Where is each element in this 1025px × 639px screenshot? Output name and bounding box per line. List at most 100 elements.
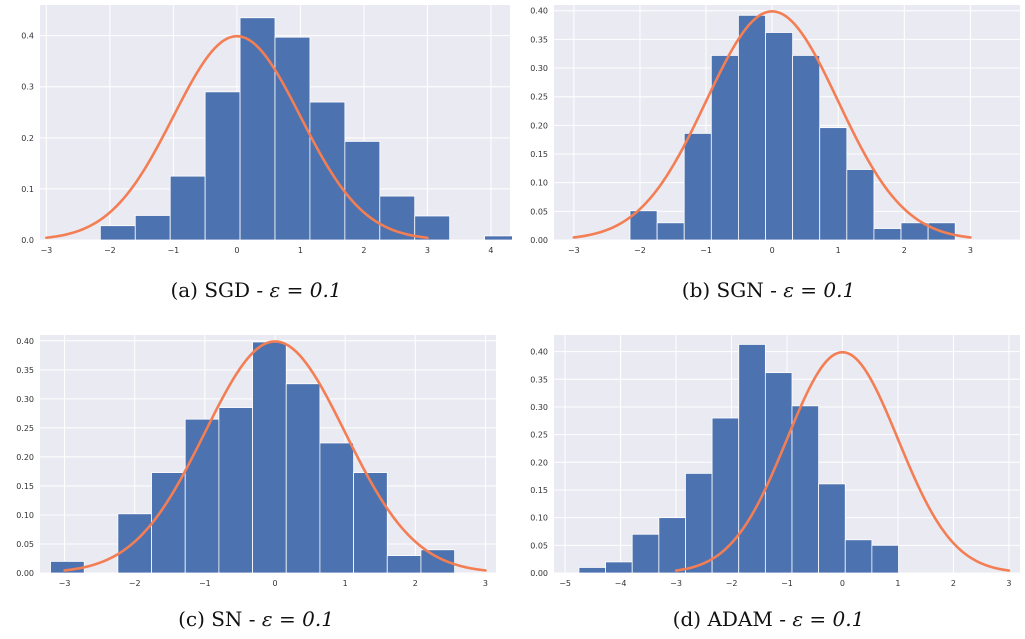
- y-tick-label: 0.00: [530, 569, 548, 578]
- y-tick-label: 0.05: [530, 541, 548, 550]
- chart-d: −5 −4 −3 −2 −1 0 1 2 3 0.00 0.05 0.10 0.15 0.20 0.25 0.…: [530, 335, 1020, 588]
- y-tick-label: 0.25: [530, 431, 548, 440]
- caption-a-math: ε = 0.1: [269, 278, 342, 302]
- chart-a: −3 −2 −1 0 1 2 3 4 0.0 0.1 0.2 0.3 0.4: [21, 5, 512, 255]
- x-tick-label: 1: [836, 246, 841, 255]
- y-tick-label: 0.40: [16, 337, 34, 346]
- histogram-bar: [239, 17, 276, 241]
- x-tick-label: −1: [700, 246, 712, 255]
- y-tick-label: 0.4: [21, 32, 34, 41]
- x-tick-label: −2: [726, 579, 738, 588]
- x-tick-label: 0: [840, 579, 845, 588]
- histogram-bar: [484, 235, 512, 241]
- caption-c-math: ε = 0.1: [261, 607, 334, 631]
- histogram-bar: [764, 372, 793, 574]
- panel-a: −3 −2 −1 0 1 2 3 4 0.0 0.1 0.2 0.3 0.4 (a) SGD - ε =…: [0, 0, 512, 310]
- histogram-bar: [99, 225, 136, 241]
- x-tick-label: 1: [895, 579, 900, 588]
- normal-pdf-curve: [572, 10, 972, 239]
- histogram-bar: [151, 472, 186, 574]
- y-tick-label: 0.15: [16, 482, 34, 491]
- histogram-bar: [169, 175, 206, 241]
- histogram-bar: [285, 383, 321, 574]
- y-tick-label: 0.20: [16, 453, 34, 462]
- caption-c: (c) SN - ε = 0.1: [0, 607, 512, 631]
- y-tick-label: 0.40: [530, 348, 548, 357]
- x-tick-label: −3: [670, 579, 682, 588]
- y-tick-label: 0.35: [530, 375, 548, 384]
- x-tick-label: 1: [298, 246, 303, 255]
- y-tick-label: 0.15: [530, 150, 548, 159]
- histogram-bar: [846, 169, 875, 241]
- y-tick-label: 0.20: [530, 458, 548, 467]
- histogram-bar: [379, 195, 416, 241]
- x-tick-label: 3: [425, 246, 430, 255]
- histogram-bar: [710, 55, 739, 241]
- panel-c: −3 −2 −1 0 1 2 3 0.00 0.05 0.10 0.15 0.20 0.25 0.30 0.…: [0, 330, 512, 639]
- histogram-bar: [658, 517, 686, 574]
- x-tick-label: −2: [634, 246, 646, 255]
- chart-c: −3 −2 −1 0 1 2 3 0.00 0.05 0.10 0.15 0.20 0.25 0.30 0.…: [16, 335, 496, 588]
- caption-d: (d) ADAM - ε = 0.1: [512, 607, 1025, 631]
- histogram-bar: [605, 561, 633, 574]
- y-tick-label: 0.00: [16, 569, 34, 578]
- histogram-bar: [344, 141, 381, 241]
- y-tick-label: 0.10: [530, 179, 548, 188]
- y-tick-label: 0.40: [530, 7, 548, 16]
- histogram-bar: [792, 55, 821, 241]
- x-tick-label: −1: [199, 579, 211, 588]
- x-tick-label: 4: [488, 246, 493, 255]
- normal-pdf-curve: [63, 340, 487, 572]
- histogram-bar: [791, 405, 820, 574]
- y-tick-label: 0.20: [530, 121, 548, 130]
- x-tick-label: 3: [968, 246, 973, 255]
- histogram-bar: [873, 228, 902, 241]
- panel-b: −3 −2 −1 0 1 2 3 0.00 0.05 0.10 0.15 0.20 0.25 0.30 0.…: [512, 0, 1025, 310]
- panel-d: −5 −4 −3 −2 −1 0 1 2 3 0.00 0.05 0.10 0.15 0.20 0.25 0.…: [512, 330, 1025, 639]
- normal-pdf-curve: [45, 34, 429, 240]
- histogram-bar: [818, 483, 846, 574]
- x-tick-label: 2: [361, 246, 366, 255]
- histogram-bar: [711, 417, 740, 574]
- histogram-bar: [319, 442, 354, 574]
- histogram-bar: [386, 555, 422, 574]
- y-tick-label: 0.0: [21, 236, 34, 245]
- x-tick-label: 2: [951, 579, 956, 588]
- histogram-bar: [184, 418, 220, 574]
- histogram-bar: [134, 215, 171, 241]
- y-tick-label: 0.05: [530, 207, 548, 216]
- y-tick-label: 0.2: [21, 134, 34, 143]
- histogram-bar: [738, 344, 766, 574]
- y-tick-label: 0.10: [530, 514, 548, 523]
- x-tick-label: −3: [40, 246, 52, 255]
- histogram-bar: [765, 32, 794, 241]
- histogram-bar: [420, 549, 456, 574]
- histogram-bar: [900, 222, 929, 241]
- y-tick-label: 0.05: [16, 540, 34, 549]
- y-tick-label: 0.1: [21, 185, 34, 194]
- y-tick-label: 0.15: [530, 486, 548, 495]
- normal-pdf-curve: [674, 350, 1011, 572]
- caption-a-prefix: (a) SGD -: [170, 278, 270, 302]
- y-tick-label: 0.00: [530, 236, 548, 245]
- caption-b: (b) SGN - ε = 0.1: [512, 278, 1025, 302]
- histogram-bar: [819, 127, 848, 241]
- x-tick-label: 3: [1006, 579, 1011, 588]
- y-tick-label: 0.25: [16, 424, 34, 433]
- x-tick-label: −3: [59, 579, 71, 588]
- x-tick-label: −3: [568, 246, 580, 255]
- x-tick-label: −4: [615, 579, 627, 588]
- histogram-bar: [683, 132, 712, 241]
- caption-b-math: ε = 0.1: [783, 278, 856, 302]
- caption-c-prefix: (c) SN -: [178, 607, 262, 631]
- x-tick-label: 2: [902, 246, 907, 255]
- y-tick-label: 0.3: [21, 83, 34, 92]
- histogram-bar: [738, 14, 766, 241]
- y-tick-label: 0.35: [530, 35, 548, 44]
- x-tick-label: 0: [234, 246, 239, 255]
- histogram-bar: [844, 539, 873, 574]
- caption-a: (a) SGD - ε = 0.1: [0, 278, 512, 302]
- x-tick-label: 0: [770, 246, 775, 255]
- y-tick-label: 0.10: [16, 511, 34, 520]
- histogram-bar: [629, 210, 658, 241]
